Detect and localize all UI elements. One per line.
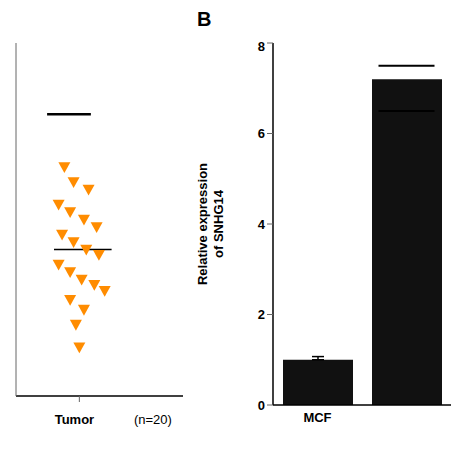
svg-text:6: 6 xyxy=(258,126,265,141)
svg-text:2: 2 xyxy=(258,307,265,322)
html-text:B: B xyxy=(197,8,212,30)
svg-text:Relative expressionof SNHG14: Relative expressionof SNHG14 xyxy=(195,163,226,285)
svg-text:0: 0 xyxy=(258,398,265,413)
svg-text:8: 8 xyxy=(258,39,265,54)
html-text:(n=20): (n=20) xyxy=(134,412,172,427)
svg-text:4: 4 xyxy=(258,217,266,232)
html-text:Tumor: Tumor xyxy=(54,412,95,427)
svg-text:MCF: MCF xyxy=(303,410,331,425)
